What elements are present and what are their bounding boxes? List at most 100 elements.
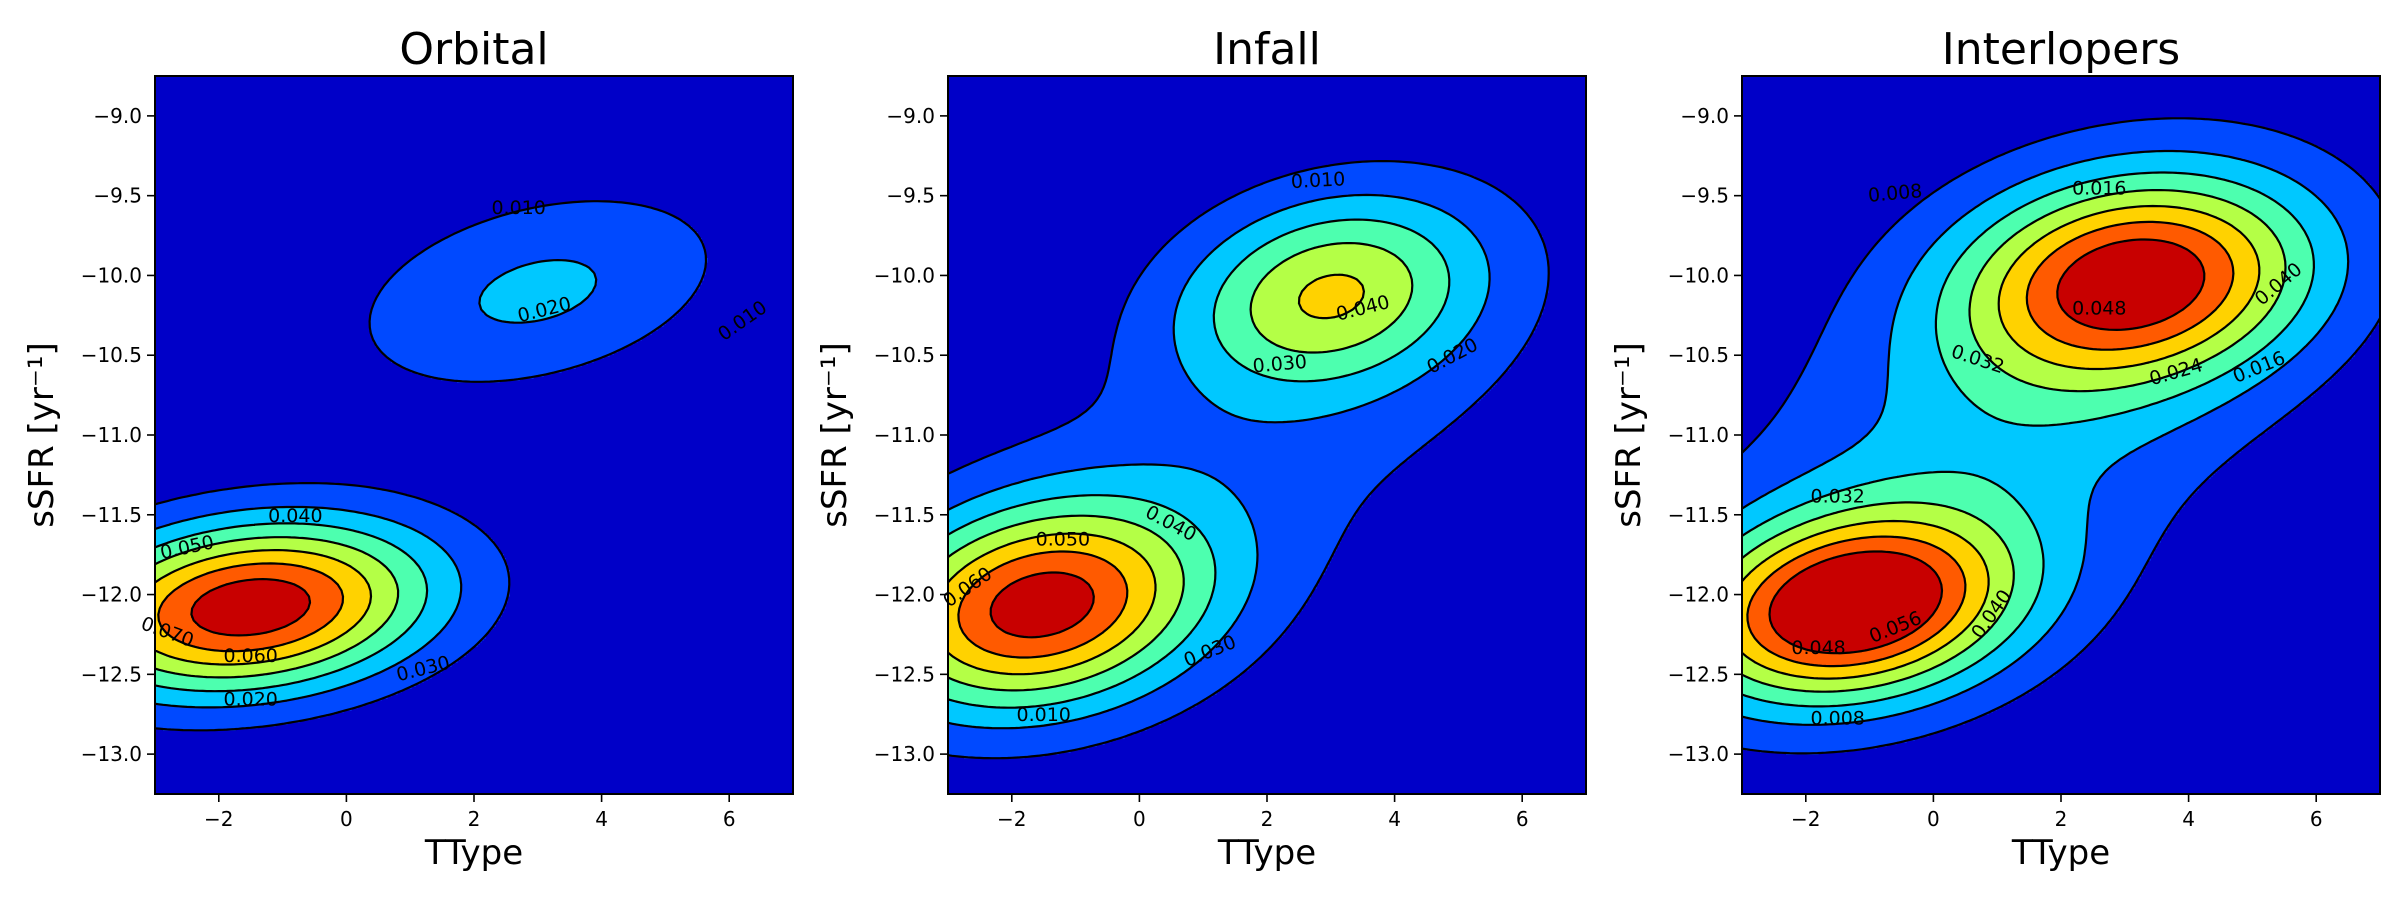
x-axis-label: TType [424, 833, 523, 873]
contour-line-5 [157, 562, 345, 653]
panel-title: Orbital [399, 24, 548, 75]
contour-label: 0.050 [1036, 529, 1090, 551]
contour-lines [1742, 117, 2380, 755]
x-axis-label: TType [1217, 833, 1316, 873]
contour-label-text: 0.032 [1810, 486, 1864, 508]
x-tick-label: −2 [1791, 807, 1820, 831]
x-tick-label: −2 [997, 807, 1026, 831]
contour-label: 0.040 [268, 505, 322, 527]
x-axis-label: TType [2011, 833, 2110, 873]
contour-line-0 [1742, 117, 2380, 755]
x-tick-label: 2 [468, 807, 481, 831]
y-tick-label: −9.5 [1680, 184, 1729, 208]
contour-label-text: 0.010 [1290, 168, 1345, 193]
contour-line-6 [989, 571, 1095, 639]
y-tick-label: −13.0 [1668, 742, 1729, 766]
y-tick-label: −9.0 [886, 104, 935, 128]
contour-line-6 [190, 578, 312, 637]
x-tick-label: 2 [2055, 807, 2068, 831]
y-axis-label: sSFR [yr⁻¹] [815, 342, 855, 528]
y-tick-label: −10.5 [874, 343, 935, 367]
x-tick-label: 4 [2182, 807, 2195, 831]
y-tick-label: −11.5 [1668, 503, 1729, 527]
contour-label-text: 0.050 [1036, 529, 1090, 551]
contour-line-3 [1742, 189, 2287, 693]
contour-label-text: 0.016 [2072, 178, 2126, 200]
contour-label-text: 0.040 [268, 505, 322, 527]
y-tick-label: −13.0 [874, 742, 935, 766]
contour-label-text: 0.008 [1867, 180, 1923, 207]
contour-label-text: 0.060 [223, 645, 277, 667]
panel-title: Infall [1213, 24, 1321, 75]
contour-line-2 [948, 218, 1451, 709]
contour-label-text: 0.010 [491, 197, 545, 219]
contour-line-4 [155, 549, 373, 666]
y-tick-label: −10.0 [81, 263, 142, 287]
y-axis-label: sSFR [yr⁻¹] [1609, 342, 1649, 528]
y-tick-label: −12.5 [874, 662, 935, 686]
x-tick-label: 0 [340, 807, 353, 831]
y-tick-label: −11.5 [81, 503, 142, 527]
y-tick-label: −12.0 [874, 583, 935, 607]
y-tick-label: −10.0 [1668, 263, 1729, 287]
contour-label-text: 0.048 [2072, 297, 2126, 319]
contour-label-text: 0.008 [1810, 707, 1864, 729]
contour-lines [155, 200, 708, 732]
contour-label: 0.060 [223, 645, 277, 667]
contour-lines [948, 160, 1550, 760]
y-tick-label: −10.5 [81, 343, 142, 367]
contour-line-0 [155, 200, 708, 732]
x-tick-label: 0 [1133, 807, 1146, 831]
x-tick-label: 0 [1927, 807, 1940, 831]
contour-label: 0.010 [491, 197, 545, 219]
y-tick-label: −11.0 [874, 423, 935, 447]
contour-line-1 [1742, 149, 2350, 726]
y-tick-label: −10.0 [874, 263, 935, 287]
y-tick-label: −12.5 [81, 662, 142, 686]
y-axis-label: sSFR [yr⁻¹] [22, 342, 62, 528]
contour-label: 0.010 [1016, 704, 1070, 726]
y-tick-label: −9.5 [93, 184, 142, 208]
contour-fill [1742, 118, 2380, 755]
contour-line-5 [1746, 220, 2235, 668]
contour-line-4 [948, 273, 1365, 676]
contour-label-text: 0.010 [1016, 704, 1070, 726]
contour-label: 0.048 [2072, 297, 2126, 319]
contour-label: 0.048 [1791, 637, 1845, 659]
contour-label: 0.008 [1810, 707, 1864, 729]
contour-line-1 [155, 259, 598, 709]
contour-line-4 [1742, 204, 2261, 680]
y-tick-label: −11.0 [81, 423, 142, 447]
contour-line-0 [948, 160, 1550, 760]
y-tick-label: −12.0 [81, 583, 142, 607]
y-tick-label: −9.0 [93, 104, 142, 128]
x-tick-label: 6 [723, 807, 736, 831]
x-tick-label: −2 [204, 807, 233, 831]
x-tick-label: 2 [1261, 807, 1274, 831]
contour-line-2 [155, 522, 429, 693]
y-tick-label: −12.5 [1668, 662, 1729, 686]
x-tick-label: 4 [1388, 807, 1401, 831]
contour-label: 0.032 [1810, 486, 1864, 508]
contour-fill [948, 162, 1549, 759]
contour-label-text: 0.030 [1252, 351, 1308, 378]
contour-label: 0.016 [2072, 178, 2126, 200]
contour-line-6 [1768, 238, 2206, 655]
contour-line-2 [1742, 171, 2315, 708]
x-tick-label: 6 [1516, 807, 1529, 831]
y-tick-label: −9.5 [886, 184, 935, 208]
y-tick-label: −11.0 [1668, 423, 1729, 447]
contour-label-text: 0.020 [223, 688, 277, 710]
y-tick-label: −10.5 [1668, 343, 1729, 367]
y-tick-label: −9.0 [1680, 104, 1729, 128]
y-tick-label: −11.5 [874, 503, 935, 527]
contour-label: 0.030 [1252, 351, 1308, 378]
y-tick-label: −12.0 [1668, 583, 1729, 607]
x-tick-label: 4 [595, 807, 608, 831]
contour-line-3 [155, 536, 400, 679]
